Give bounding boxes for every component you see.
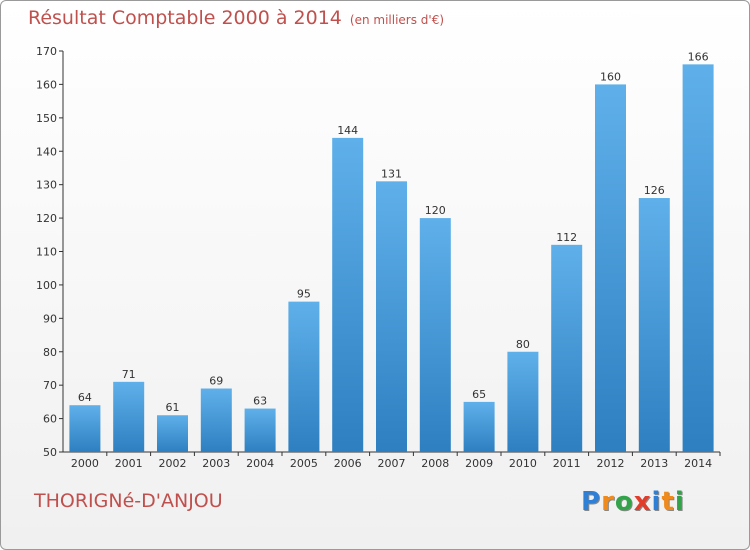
bar (332, 137, 364, 452)
bar (551, 244, 583, 452)
bar (376, 181, 407, 452)
bar (507, 351, 539, 452)
x-tick-label: 2002 (159, 457, 187, 470)
y-tick-label: 140 (36, 145, 57, 158)
bar-value-label: 69 (209, 375, 223, 388)
logo-letter: o (614, 487, 634, 517)
x-tick-label: 2000 (71, 457, 99, 470)
x-tick-label: 2008 (421, 457, 449, 470)
y-tick-label: 70 (43, 379, 57, 392)
logo-letter: t (661, 487, 675, 517)
bar (113, 381, 145, 452)
logo-letter: P (581, 487, 602, 517)
bar (244, 408, 276, 452)
bar (288, 301, 320, 452)
y-tick-label: 50 (43, 446, 57, 459)
bar (419, 218, 451, 452)
x-tick-label: 2013 (640, 457, 668, 470)
bar-value-label: 166 (688, 50, 709, 63)
chart-subtitle: (en milliers d'€) (349, 13, 445, 27)
bar-value-label: 61 (166, 401, 180, 414)
x-tick-label: 2001 (115, 457, 143, 470)
bar-value-label: 144 (337, 124, 358, 137)
bar-value-label: 112 (556, 231, 577, 244)
y-tick-label: 160 (36, 78, 57, 91)
bar-value-label: 131 (381, 167, 402, 180)
x-tick-label: 2004 (246, 457, 274, 470)
bar-value-label: 160 (600, 70, 621, 83)
x-tick-label: 2006 (334, 457, 362, 470)
chart-title: Résultat Comptable 2000 à 2014 (en millie… (28, 7, 444, 29)
bar (595, 84, 626, 453)
y-tick-label: 90 (43, 312, 57, 325)
x-tick-label: 2005 (290, 457, 318, 470)
logo-letter: i (651, 487, 662, 517)
bar (638, 198, 670, 452)
x-tick-label: 2012 (597, 457, 625, 470)
y-tick-label: 60 (43, 413, 57, 426)
y-tick-label: 80 (43, 346, 57, 359)
bar (200, 388, 232, 452)
logo-letter: i (674, 487, 685, 517)
bar (682, 64, 714, 452)
bar-value-label: 71 (122, 368, 136, 381)
bar (157, 415, 188, 452)
x-tick-label: 2011 (553, 457, 581, 470)
x-tick-label: 2010 (509, 457, 537, 470)
x-tick-label: 2003 (202, 457, 230, 470)
y-tick-label: 170 (36, 45, 57, 58)
x-tick-label: 2009 (465, 457, 493, 470)
bar-value-label: 65 (472, 388, 486, 401)
y-tick-label: 150 (36, 112, 57, 125)
bar-value-label: 126 (644, 184, 665, 197)
x-tick-label: 2014 (684, 457, 712, 470)
logo-letter: x (633, 487, 652, 517)
y-tick-label: 100 (36, 279, 57, 292)
bar (69, 405, 101, 452)
bar-value-label: 95 (297, 288, 311, 301)
bar-value-label: 63 (253, 395, 267, 408)
y-tick-label: 110 (36, 246, 57, 259)
bar-value-label: 80 (516, 338, 530, 351)
bar (463, 401, 495, 452)
chart-title-text: Résultat Comptable 2000 à 2014 (28, 7, 342, 29)
x-tick-label: 2007 (378, 457, 406, 470)
y-tick-label: 120 (36, 212, 57, 225)
y-tick-label: 130 (36, 179, 57, 192)
logo-letter: r (601, 487, 615, 517)
location-label: THORIGNé-D'ANJOU (34, 490, 223, 512)
proxiti-logo: Proxiti (581, 487, 685, 517)
bar-value-label: 64 (78, 391, 92, 404)
bar-value-label: 120 (425, 204, 446, 217)
